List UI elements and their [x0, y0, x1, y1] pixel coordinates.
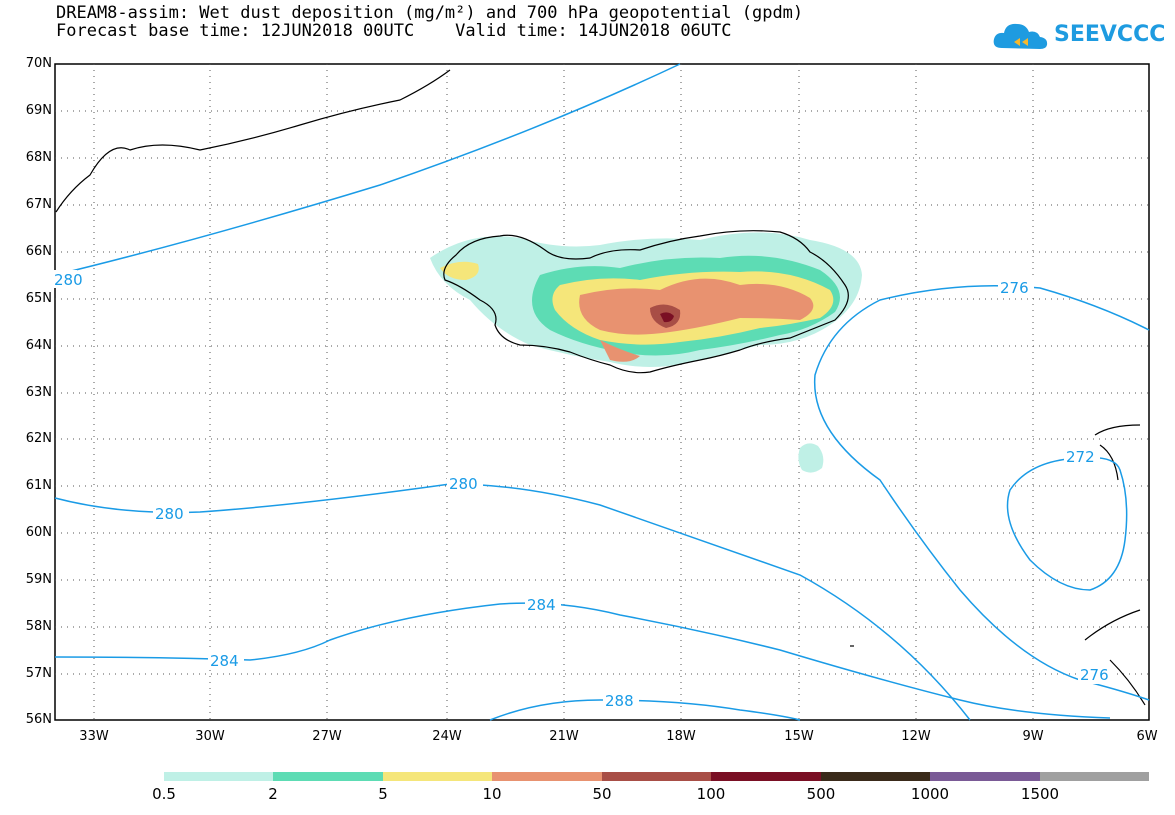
legend-swatch	[930, 772, 1040, 781]
lat-label: 70N	[25, 56, 52, 71]
coastlines	[55, 69, 1146, 706]
lat-label: 60N	[25, 525, 52, 540]
lon-label: 12W	[901, 729, 931, 744]
map-title: DREAM8-assim: Wet dust deposition (mg/m²…	[56, 3, 804, 23]
logo-text: SEEVCCC	[1054, 22, 1166, 47]
lat-label: 57N	[25, 666, 52, 681]
legend-swatch	[1040, 772, 1149, 781]
legend-label: 1500	[1020, 785, 1060, 803]
lat-label: 59N	[25, 572, 52, 587]
lon-label: 33W	[79, 729, 109, 744]
contour-280-south	[54, 483, 971, 721]
contour-label-288: 288	[605, 692, 634, 710]
legend-label: 500	[806, 785, 836, 803]
lon-label: 15W	[784, 729, 814, 744]
map-frame	[54, 63, 1150, 721]
legend-swatch	[164, 772, 273, 781]
lat-label: 62N	[25, 431, 52, 446]
legend-label: 100	[696, 785, 726, 803]
lon-label: 30W	[195, 729, 225, 744]
legend-swatch	[602, 772, 711, 781]
lat-label: 63N	[25, 385, 52, 400]
lon-label: 18W	[666, 729, 696, 744]
lat-label: 58N	[25, 619, 52, 634]
contour-284	[54, 602, 1111, 719]
color-legend	[164, 772, 1149, 781]
dust-deposition-field	[430, 232, 862, 473]
contour-labels: 280 276 272 280 280 284 284 288 276	[53, 270, 1114, 710]
legend-label: 2	[268, 785, 278, 803]
lon-label: 24W	[432, 729, 462, 744]
contour-288	[489, 699, 801, 721]
legend-swatch	[711, 772, 821, 781]
lat-label: 66N	[25, 244, 52, 259]
lat-label: 56N	[25, 712, 52, 727]
contour-label-276-b: 276	[1080, 666, 1109, 684]
contour-280-north	[54, 63, 681, 276]
lat-label: 67N	[25, 197, 52, 212]
lat-label: 68N	[25, 150, 52, 165]
legend-label: 0.5	[152, 785, 176, 803]
map-subtitle: Forecast base time: 12JUN2018 00UTC Vali…	[56, 21, 732, 41]
legend-swatch	[492, 772, 602, 781]
legend-label: 50	[592, 785, 612, 803]
lon-label: 6W	[1136, 729, 1158, 744]
lat-label: 69N	[25, 103, 52, 118]
lat-label: 65N	[25, 291, 52, 306]
contour-label-284-a: 284	[210, 652, 239, 670]
seevccc-logo	[990, 14, 1150, 62]
legend-swatch	[383, 772, 492, 781]
lon-label: 9W	[1022, 729, 1044, 744]
contour-label-280-west: 280	[54, 271, 83, 289]
contour-label-276: 276	[1000, 279, 1029, 297]
legend-swatch	[821, 772, 930, 781]
legend-label: 10	[482, 785, 502, 803]
legend-swatch	[273, 772, 383, 781]
legend-label: 5	[378, 785, 388, 803]
legend-label: 1000	[910, 785, 950, 803]
contour-label-272: 272	[1066, 448, 1095, 466]
lat-label: 61N	[25, 478, 52, 493]
lon-label: 21W	[549, 729, 579, 744]
cloud-icon	[993, 23, 1048, 49]
lon-label: 27W	[312, 729, 342, 744]
lat-label: 64N	[25, 338, 52, 353]
contour-label-280-b: 280	[449, 475, 478, 493]
contour-label-280-a: 280	[155, 505, 184, 523]
contour-label-284-b: 284	[527, 596, 556, 614]
